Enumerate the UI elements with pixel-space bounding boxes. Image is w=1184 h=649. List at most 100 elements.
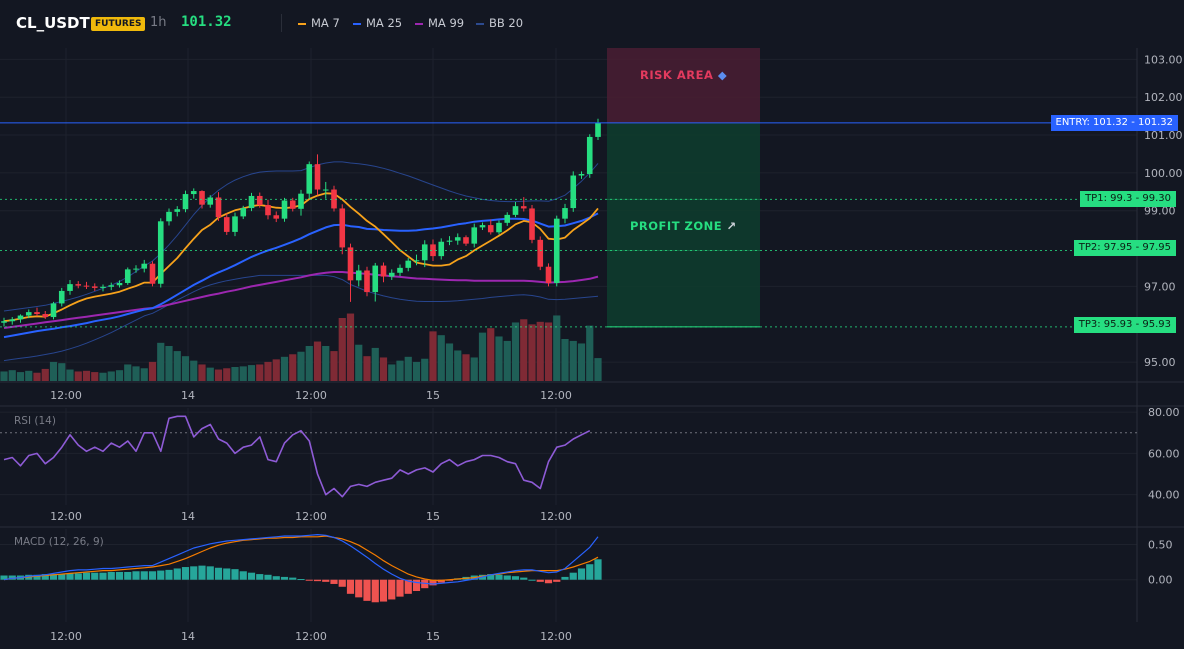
macd-line bbox=[3, 533, 599, 585]
macd-hist-70 bbox=[577, 568, 586, 580]
macd-hist-39 bbox=[322, 579, 330, 582]
macd-hist-12 bbox=[99, 572, 107, 580]
candle-body-2 bbox=[17, 315, 24, 320]
volume-bar-29 bbox=[239, 366, 247, 381]
macd-hist-45 bbox=[371, 579, 379, 603]
tp3-price-tag[interactable]: TP3: 95.93 - 95.93 bbox=[1073, 317, 1176, 333]
tp2-price-tag[interactable]: TP2: 97.95 - 97.95 bbox=[1073, 240, 1176, 256]
volume-bar-53 bbox=[437, 335, 445, 381]
candle-body-32 bbox=[265, 205, 271, 216]
rsi-label[interactable]: RSI (14) bbox=[14, 415, 56, 427]
candle-body-49 bbox=[405, 260, 412, 268]
tp1-price-tag[interactable]: TP1: 99.3 - 99.30 bbox=[1080, 191, 1176, 207]
risk-zone bbox=[607, 48, 760, 123]
volume-bar-42 bbox=[346, 313, 355, 381]
candle-body-58 bbox=[479, 225, 486, 228]
macd-hist-69 bbox=[569, 572, 577, 580]
volume-bar-50 bbox=[412, 361, 421, 381]
macd-hist-44 bbox=[363, 579, 371, 601]
price-tick-5: 97.00 bbox=[1144, 280, 1176, 293]
volume-bar-1 bbox=[8, 370, 16, 381]
volume-bar-28 bbox=[231, 367, 239, 381]
volume-bar-2 bbox=[16, 372, 25, 381]
volume-bar-45 bbox=[371, 347, 379, 381]
legend-ma7[interactable]: MA 7 bbox=[298, 16, 340, 30]
volume-bar-51 bbox=[421, 358, 429, 381]
volume-bar-5 bbox=[41, 368, 49, 381]
macd-hist-59 bbox=[487, 574, 495, 580]
macd-hist-0 bbox=[0, 575, 8, 580]
volume-bar-39 bbox=[322, 346, 330, 381]
volume-bar-25 bbox=[206, 367, 214, 381]
volume-bar-52 bbox=[429, 331, 437, 381]
legend-swatch-ma7 bbox=[298, 22, 306, 25]
candle-body-1 bbox=[9, 319, 16, 322]
macd-hist-68 bbox=[561, 576, 569, 580]
candle-body-45 bbox=[372, 265, 379, 293]
macd-hist-23 bbox=[190, 566, 198, 580]
legend-ma25[interactable]: MA 25 bbox=[353, 16, 402, 30]
candle-body-53 bbox=[438, 241, 445, 257]
futures-badge: FUTURES bbox=[91, 17, 146, 31]
macd-hist-43 bbox=[355, 579, 363, 598]
symbol-name[interactable]: CL_USDT bbox=[16, 14, 90, 32]
candle-body-56 bbox=[463, 237, 469, 244]
macd-hist-7 bbox=[58, 574, 66, 580]
macd-hist-32 bbox=[264, 574, 272, 580]
price-tick-3: 100.00 bbox=[1144, 167, 1183, 180]
price-tick-1: 102.00 bbox=[1144, 91, 1183, 104]
candle-body-41 bbox=[339, 208, 346, 248]
price-tick-0: 103.00 bbox=[1144, 53, 1183, 66]
macd-hist-9 bbox=[74, 573, 82, 580]
volume-bar-7 bbox=[58, 363, 66, 381]
rocket-icon: ↗ bbox=[726, 219, 737, 233]
profit-zone bbox=[607, 122, 760, 327]
candle-body-71 bbox=[586, 136, 593, 175]
legend-ma99[interactable]: MA 99 bbox=[415, 16, 464, 30]
profit-zone-label: PROFIT ZONE ↗ bbox=[630, 219, 737, 233]
candle-body-70 bbox=[578, 174, 585, 176]
volume-bar-72 bbox=[594, 358, 602, 381]
macd-hist-53 bbox=[437, 579, 445, 583]
volume-bar-61 bbox=[503, 340, 511, 381]
macd-hist-40 bbox=[330, 579, 338, 584]
candle-body-38 bbox=[314, 164, 321, 190]
candle-body-18 bbox=[149, 263, 156, 284]
candle-body-3 bbox=[25, 312, 32, 316]
macd-hist-46 bbox=[379, 579, 388, 602]
macd-hist-10 bbox=[82, 572, 91, 580]
volume-bar-13 bbox=[107, 371, 115, 381]
legend-label-ma7: MA 7 bbox=[311, 16, 340, 30]
candle-body-61 bbox=[504, 214, 511, 223]
macd-label[interactable]: MACD (12, 26, 9) bbox=[14, 536, 104, 548]
macd-hist-16 bbox=[132, 571, 140, 580]
volume-bar-21 bbox=[173, 351, 181, 381]
timeframe-selector[interactable]: 1h bbox=[150, 15, 167, 30]
candle-body-36 bbox=[298, 193, 304, 209]
volume-bar-23 bbox=[190, 360, 198, 381]
volume-bar-41 bbox=[338, 318, 346, 381]
entry-price-tag[interactable]: ENTRY: 101.32 - 101.32 bbox=[1050, 115, 1178, 131]
macd-hist-63 bbox=[520, 577, 528, 580]
macd-hist-50 bbox=[412, 579, 421, 591]
time-label-rsi-4: 12:00 bbox=[540, 510, 572, 523]
volume-bar-46 bbox=[379, 357, 388, 381]
candle-body-51 bbox=[421, 244, 428, 261]
macd-hist-17 bbox=[140, 571, 148, 580]
macd-panel bbox=[0, 533, 602, 603]
candle-body-13 bbox=[108, 285, 115, 287]
macd-hist-25 bbox=[206, 566, 214, 580]
legend-bb20[interactable]: BB 20 bbox=[476, 16, 523, 30]
rsi-tick-2: 40.00 bbox=[1148, 489, 1180, 502]
candle-body-43 bbox=[355, 270, 362, 281]
volume-bar-37 bbox=[305, 346, 313, 381]
candle-body-6 bbox=[50, 303, 57, 318]
candle-body-5 bbox=[42, 314, 49, 318]
macd-hist-34 bbox=[280, 576, 289, 580]
time-label-main-4: 12:00 bbox=[540, 389, 572, 402]
macd-hist-21 bbox=[173, 568, 181, 580]
candle-body-35 bbox=[289, 200, 296, 209]
macd-hist-29 bbox=[239, 571, 247, 580]
profit-zone-text: PROFIT ZONE bbox=[630, 219, 723, 233]
